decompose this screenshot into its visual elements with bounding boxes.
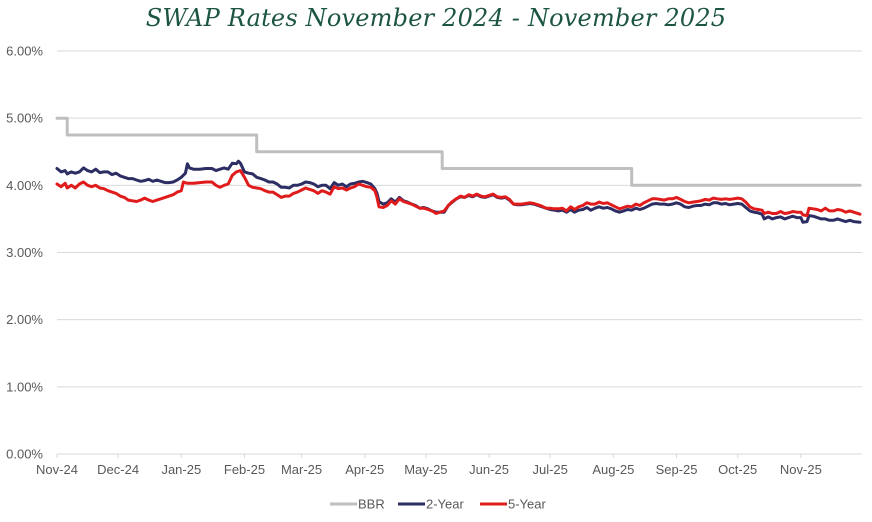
x-tick-label: Jan-25 <box>161 462 201 477</box>
x-tick-label: Oct-25 <box>718 462 757 477</box>
x-tick-label: Jul-25 <box>532 462 567 477</box>
y-tick-label: 0.00% <box>6 447 43 462</box>
x-tick-label: Mar-25 <box>281 462 322 477</box>
x-tick-label: Sep-25 <box>656 462 698 477</box>
gridlines <box>57 50 862 455</box>
x-tick-label: Dec-24 <box>97 462 139 477</box>
legend-label: BBR <box>358 497 385 512</box>
y-tick-label: 4.00% <box>6 178 43 193</box>
x-tick-label: Aug-25 <box>592 462 634 477</box>
series-line-5-year <box>55 169 862 218</box>
x-tick-label: Nov-25 <box>780 462 822 477</box>
series-lines <box>55 116 862 224</box>
x-tick-label: Nov-24 <box>36 462 78 477</box>
legend-label: 2-Year <box>426 497 464 512</box>
legend: BBR 2-Year 5-Year <box>330 497 546 512</box>
x-tick-label: Apr-25 <box>345 462 384 477</box>
x-axis: Nov-24 Dec-24 Jan-25 Feb-25 Mar-25 Apr-25 May-… <box>36 454 822 477</box>
x-tick-label: Jun-25 <box>469 462 509 477</box>
y-axis: 0.00% 1.00% 2.00% 3.00% 4.00% 5.00% 6.00% <box>6 44 43 462</box>
x-tick-label: Feb-25 <box>224 462 265 477</box>
x-tick-label: May-25 <box>404 462 447 477</box>
y-tick-label: 2.00% <box>6 312 43 327</box>
y-tick-label: 1.00% <box>6 379 43 394</box>
y-tick-label: 5.00% <box>6 111 43 126</box>
chart-title: SWAP Rates November 2024 - November 2025 <box>145 4 727 32</box>
series-line-bbr <box>55 116 862 187</box>
y-tick-label: 6.00% <box>6 44 43 59</box>
y-tick-label: 3.00% <box>6 245 43 260</box>
legend-label: 5-Year <box>508 497 546 512</box>
